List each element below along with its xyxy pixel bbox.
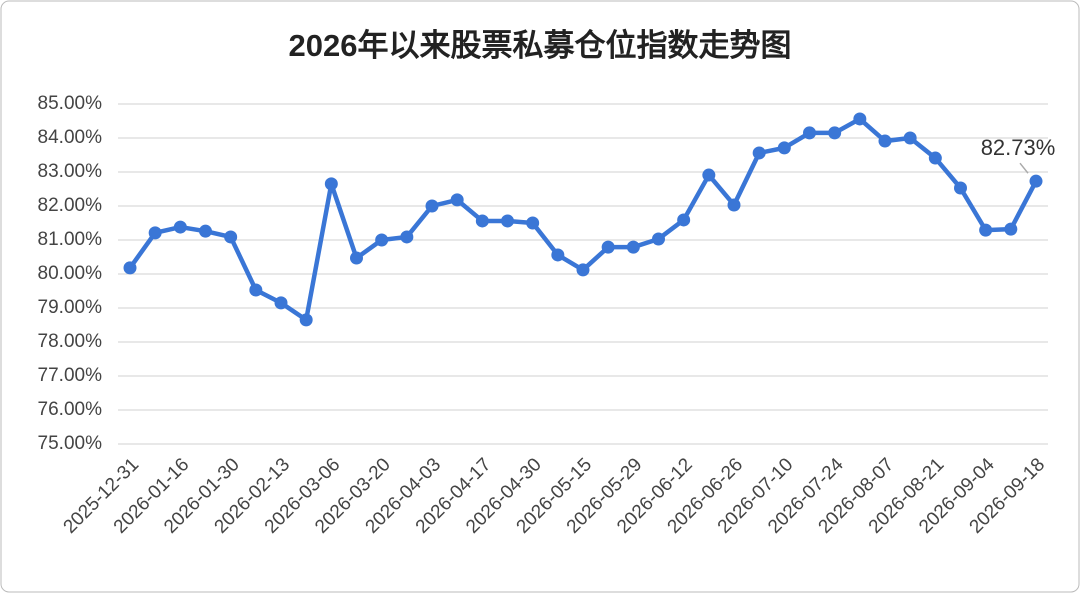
y-tick-label: 78.00%: [38, 331, 103, 352]
leader-line: [1019, 162, 1029, 174]
data-point: [324, 177, 338, 191]
data-point: [1029, 174, 1043, 188]
data-point: [299, 313, 313, 327]
data-point: [954, 181, 967, 195]
data-point: [501, 214, 514, 228]
y-tick-label: 77.00%: [38, 365, 103, 386]
data-point: [148, 226, 162, 240]
y-tick-label: 79.00%: [38, 297, 103, 318]
data-point: [903, 131, 917, 145]
data-point: [375, 233, 389, 247]
y-tick-label: 83.00%: [38, 161, 103, 182]
data-point: [274, 296, 288, 310]
data-point: [350, 251, 363, 265]
data-point: [400, 230, 414, 244]
data-label: 82.73%: [981, 135, 1056, 160]
data-point: [878, 134, 892, 148]
data-point: [173, 220, 187, 234]
y-tick-label: 85.00%: [38, 93, 103, 114]
data-point: [652, 232, 665, 246]
data-point: [727, 198, 741, 212]
y-tick-label: 80.00%: [38, 263, 103, 284]
data-point: [677, 213, 691, 227]
data-point: [828, 126, 842, 140]
data-point: [853, 112, 867, 126]
data-point: [551, 248, 565, 262]
data-point: [224, 230, 238, 244]
data-point: [526, 216, 540, 230]
data-point: [777, 141, 791, 155]
data-point: [450, 193, 464, 207]
data-point: [199, 224, 212, 238]
data-point: [601, 240, 615, 254]
data-point: [576, 263, 590, 277]
y-tick-label: 75.00%: [38, 433, 103, 454]
data-point: [803, 126, 816, 140]
y-tick-label: 82.00%: [38, 195, 103, 216]
data-point: [249, 283, 263, 297]
data-point: [475, 214, 489, 228]
data-point: [123, 261, 137, 275]
data-point: [425, 199, 439, 213]
y-tick-label: 76.00%: [38, 399, 103, 420]
data-point: [626, 240, 640, 254]
data-point: [979, 223, 993, 237]
y-tick-label: 81.00%: [38, 229, 103, 250]
data-point: [752, 146, 766, 160]
data-point: [1004, 222, 1018, 236]
data-point: [928, 151, 942, 165]
y-tick-label: 84.00%: [38, 127, 103, 148]
data-point: [702, 168, 716, 182]
chart-title: 2026年以来股票私募仓位指数走势图: [289, 28, 792, 63]
